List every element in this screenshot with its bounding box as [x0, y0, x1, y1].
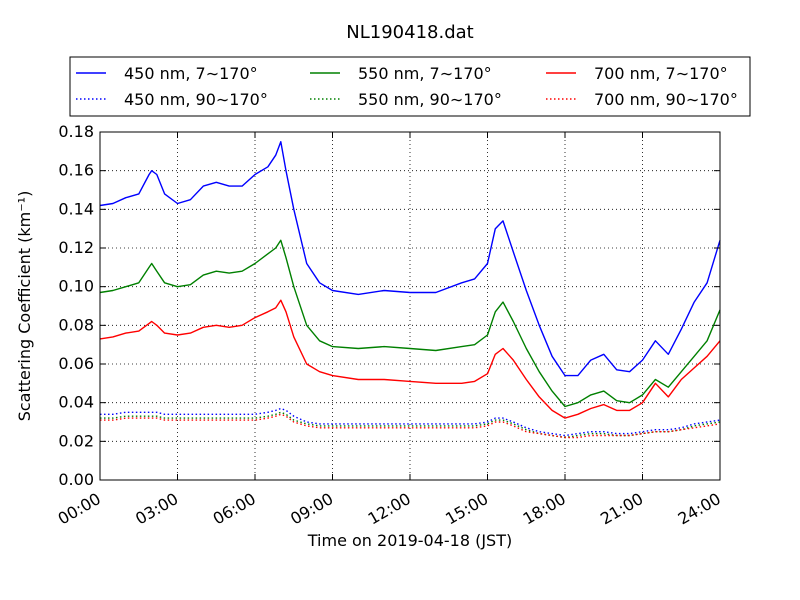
y-tick-label: 0.16: [58, 161, 94, 180]
legend-box: [69, 56, 751, 117]
legend-label: 550 nm, 90∼170°: [358, 90, 502, 109]
series-line: [100, 407, 721, 437]
series-layer: [99, 140, 721, 439]
legend-label: 450 nm, 7∼170°: [124, 64, 258, 83]
chart-title: NL190418.dat: [346, 22, 473, 43]
y-tick-label: 0.06: [58, 354, 94, 373]
y-tick-label: 0.04: [58, 393, 94, 412]
legend-label: 550 nm, 7∼170°: [358, 64, 492, 83]
y-tick-label: 0.12: [58, 238, 94, 257]
y-tick-label: 0.14: [58, 199, 94, 218]
legend: 450 nm, 7∼170° 550 nm, 7∼170° 700 nm, 7∼17…: [69, 56, 751, 117]
y-tick-label: 0.10: [58, 277, 94, 296]
x-axis-label: Time on 2019-04-18 (JST): [307, 531, 512, 550]
y-tick-label: 0.02: [58, 431, 94, 450]
legend-label: 700 nm, 90∼170°: [594, 90, 738, 109]
series-line: [99, 140, 721, 377]
legend-label: 700 nm, 7∼170°: [594, 64, 728, 83]
y-tick-labels: 0.00 0.02 0.04 0.06 0.08 0.10 0.12 0.14 0.16 0.18: [58, 122, 94, 489]
axis-ticks: [99, 131, 721, 481]
y-axis-label: Scattering Coefficient (km⁻¹): [15, 191, 34, 422]
y-tick-label: 0.18: [58, 122, 94, 141]
series-line: [99, 239, 721, 408]
y-tick-label: 0.00: [58, 470, 94, 489]
series-line: [99, 299, 721, 419]
series-line: [100, 413, 721, 439]
legend-label: 450 nm, 90∼170°: [124, 90, 268, 109]
grid-lines: [100, 132, 720, 480]
y-tick-label: 0.08: [58, 315, 94, 334]
